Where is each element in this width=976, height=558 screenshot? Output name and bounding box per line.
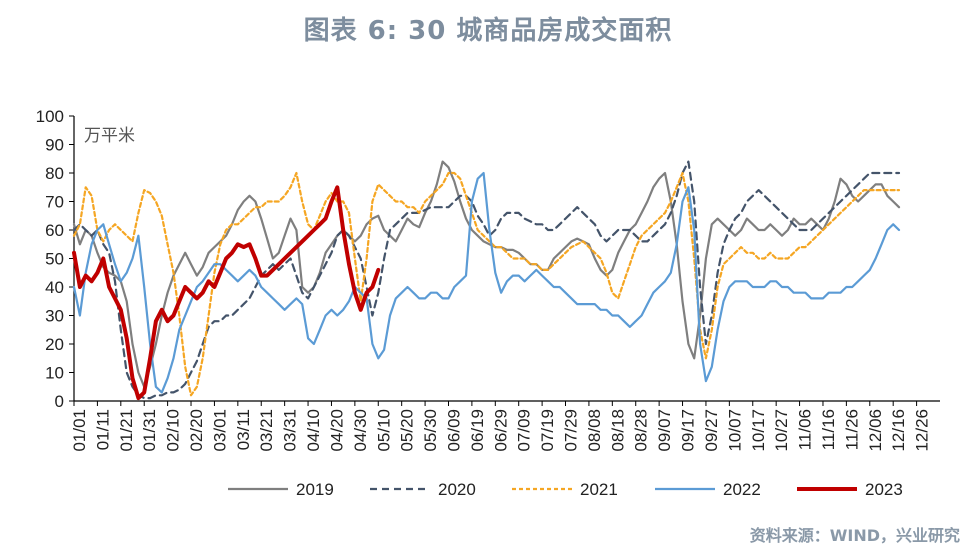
y-tick-label: 90 <box>45 136 64 155</box>
x-tick-label: 01/21 <box>117 409 136 452</box>
x-tick-label: 06/29 <box>491 409 510 452</box>
x-tick-label: 10/07 <box>725 409 744 452</box>
legend-label-2020: 2020 <box>438 480 476 499</box>
figure-title: 图表 6: 30 城商品房成交面积 <box>303 16 673 46</box>
legend-label-2019: 2019 <box>296 480 334 499</box>
y-tick-label: 40 <box>45 278 64 297</box>
series-layer <box>72 160 901 401</box>
y-tick-label: 50 <box>45 250 64 269</box>
x-tick-label: 03/11 <box>234 409 253 450</box>
series-line-2021 <box>72 171 901 397</box>
x-tick-label: 02/10 <box>164 409 183 452</box>
x-tick-label: 06/19 <box>468 409 487 452</box>
x-tick-label: 10/27 <box>772 409 791 452</box>
x-tick-label: 03/31 <box>281 409 300 452</box>
x-tick-label: 01/01 <box>70 409 89 452</box>
legend: 2019 2020 2021 2022 2023 <box>228 480 903 499</box>
x-tick-label: 10/17 <box>749 409 768 452</box>
y-tick-label: 100 <box>36 107 64 126</box>
x-tick-label: 08/28 <box>632 409 651 452</box>
x-tick-label: 12/26 <box>913 409 932 452</box>
x-tick-label: 12/06 <box>866 409 885 452</box>
series-line-2022 <box>72 171 901 394</box>
x-tick-label: 09/27 <box>702 409 721 452</box>
x-tick-label: 09/17 <box>679 409 698 452</box>
x-tick-label: 08/08 <box>585 409 604 452</box>
x-tick-label: 04/10 <box>304 409 323 452</box>
x-tick-label: 06/09 <box>444 409 463 452</box>
x-tick-label: 04/30 <box>351 409 370 452</box>
legend-label-2022: 2022 <box>723 480 761 499</box>
x-tick-label: 11/26 <box>842 409 861 450</box>
axes: 万平米 0 10 20 30 40 50 60 70 80 90 100 01/01 01/11 01/21… <box>36 107 940 452</box>
x-tick-label: 05/30 <box>421 409 440 452</box>
x-tick-label: 01/31 <box>140 409 159 452</box>
x-tick-label: 08/18 <box>608 409 627 452</box>
y-tick-label: 60 <box>45 221 64 240</box>
x-tick-label: 07/19 <box>538 409 557 452</box>
series-line-2019 <box>72 160 901 388</box>
series-line-2020 <box>72 160 901 400</box>
y-unit-label: 万平米 <box>84 126 135 146</box>
legend-label-2021: 2021 <box>580 480 618 499</box>
x-tick-label: 01/11 <box>93 409 112 450</box>
y-tick-label: 70 <box>45 193 64 212</box>
y-tick-label: 10 <box>45 364 64 383</box>
x-tick-label: 03/01 <box>210 409 229 452</box>
legend-label-2023: 2023 <box>865 480 903 499</box>
x-tick-label: 05/20 <box>398 409 417 452</box>
x-tick-label: 05/10 <box>374 409 393 452</box>
x-tick-label: 11/16 <box>819 409 838 450</box>
x-tick-label: 09/07 <box>655 409 674 452</box>
x-tick-label: 02/20 <box>187 409 206 452</box>
y-tick-label: 0 <box>55 392 64 411</box>
y-tick-label: 20 <box>45 335 64 354</box>
source-note: 资料来源：WIND，兴业研究 <box>749 526 960 545</box>
x-tick-label: 03/21 <box>257 409 276 452</box>
x-tick-label: 11/06 <box>796 409 815 450</box>
series-line-2023 <box>72 185 381 401</box>
x-tick-label: 07/29 <box>562 409 581 452</box>
x-tick-label: 12/16 <box>889 409 908 452</box>
x-tick-label: 04/20 <box>327 409 346 452</box>
y-tick-label: 30 <box>45 307 64 326</box>
x-tick-label: 07/09 <box>515 409 534 452</box>
y-tick-label: 80 <box>45 164 64 183</box>
